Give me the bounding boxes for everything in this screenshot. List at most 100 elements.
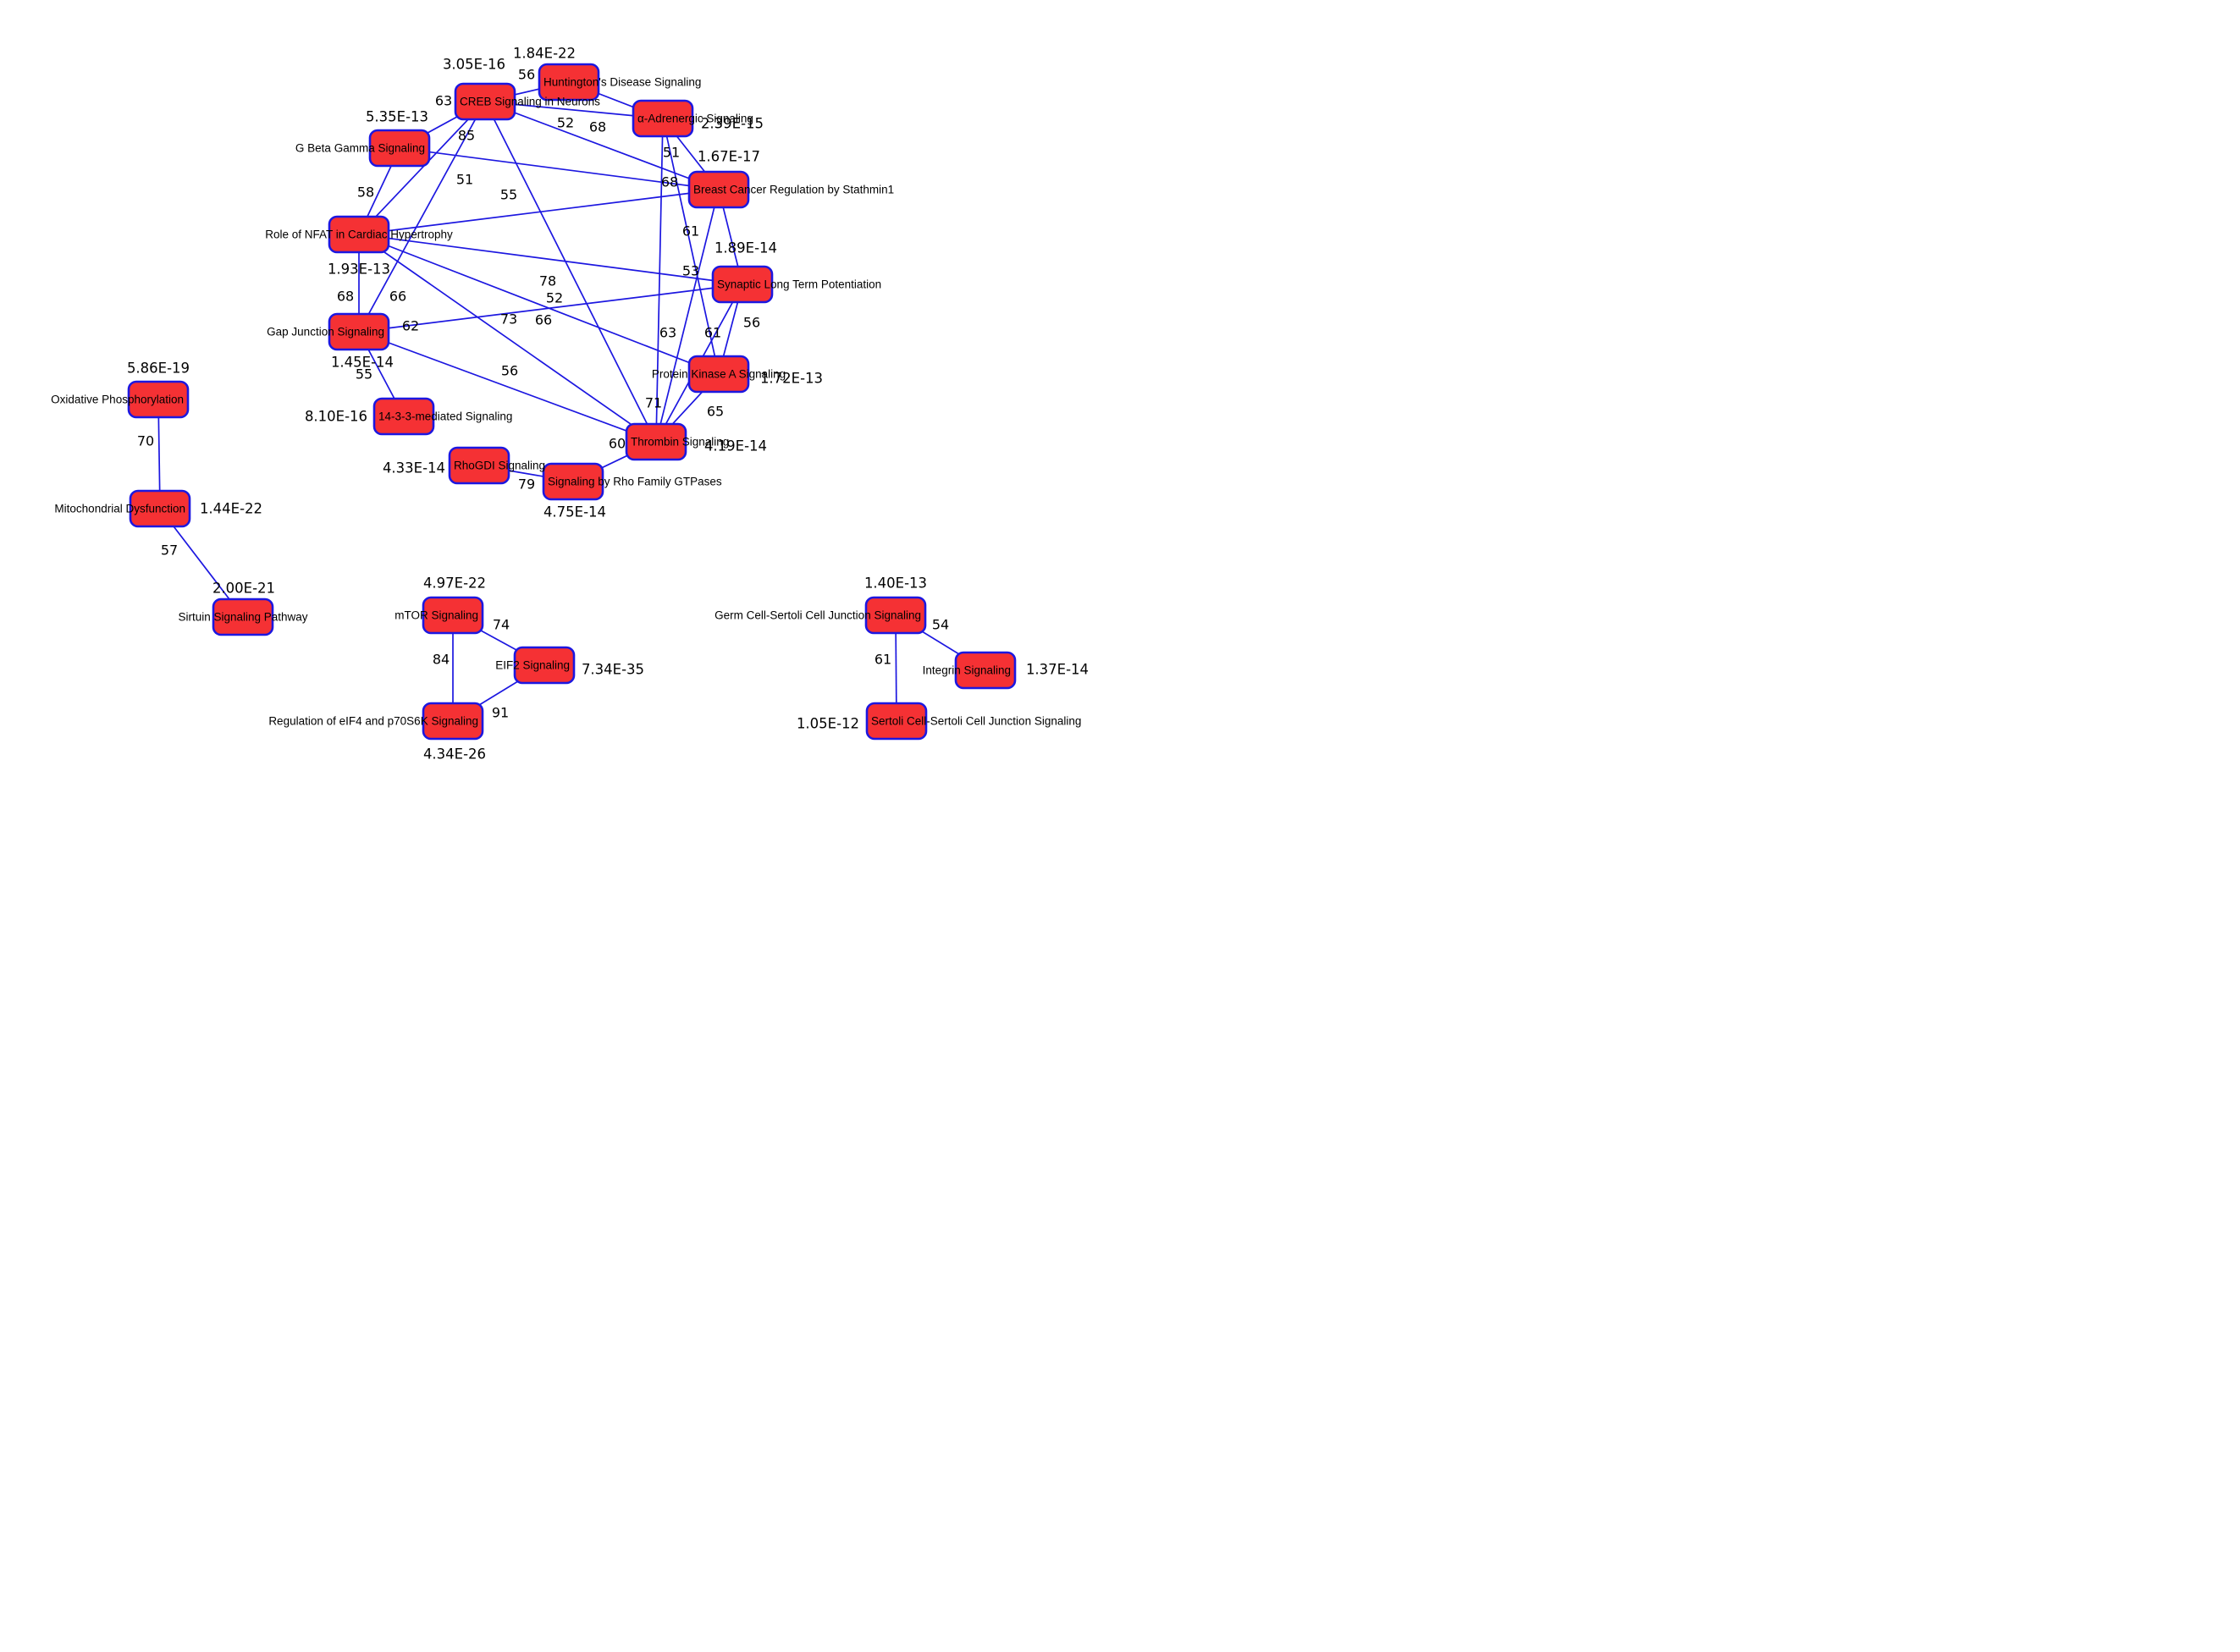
edge-weight-SLTP-THR: 61 — [704, 325, 721, 341]
node-HD[interactable] — [538, 63, 600, 102]
node-THR[interactable] — [625, 422, 687, 461]
edge-NFAT-SLTP[interactable] — [358, 234, 743, 285]
node-label-ADR: α-Adrenergic Signaling — [637, 113, 753, 125]
node-box-MTOR[interactable] — [422, 596, 484, 635]
node-box-REG[interactable] — [422, 702, 484, 741]
edge-CREB-THR[interactable] — [484, 101, 657, 443]
node-OXP[interactable] — [127, 380, 190, 419]
node-box-BC[interactable] — [687, 170, 750, 209]
node-label-EIF2: EIF2 Signaling — [495, 659, 570, 672]
node-pvalue-RGDI: 4.33E-14 — [383, 460, 445, 476]
label-layer: 56 63 52 68 51 68 51 85 58 55 68 66 53 61 56 52 66 73 78 62… — [51, 46, 1089, 763]
node-box-SLTP[interactable] — [711, 265, 774, 304]
node-RGDI[interactable] — [448, 446, 510, 485]
node-box-SERT[interactable] — [865, 702, 928, 741]
node-pvalue-SLTP: 1.89E-14 — [714, 240, 777, 256]
node-pvalue-SERT: 1.05E-12 — [797, 716, 859, 732]
node-pvalue-MTOR: 4.97E-22 — [423, 575, 486, 592]
node-pvalue-GJ: 1.45E-14 — [331, 355, 394, 371]
node-GERM[interactable] — [864, 596, 927, 635]
node-box-MITO[interactable] — [129, 489, 191, 528]
node-GJ[interactable] — [328, 312, 390, 351]
edge-weight-RGDI-RHOF: 79 — [518, 476, 535, 493]
node-pvalue-GBG: 5.35E-13 — [366, 109, 428, 125]
edge-BC-THR[interactable] — [655, 189, 720, 443]
node-box-SIRT[interactable] — [212, 597, 274, 636]
node-label-NFAT: Role of NFAT in Cardiac Hypertrophy — [265, 229, 453, 241]
node-NFAT[interactable] — [328, 215, 390, 254]
node-INT[interactable] — [954, 651, 1017, 690]
node-pvalue-PKA: 1.72E-13 — [760, 371, 823, 387]
edge-weight-OXP-MITO: 70 — [137, 433, 154, 449]
edge-weight-BC-THR: 71 — [645, 395, 662, 411]
edge-weight-NFAT-THR: 73 — [500, 311, 517, 328]
edge-GJ-SLTP[interactable] — [358, 284, 743, 333]
node-ADR[interactable] — [632, 99, 694, 138]
node-RHOF[interactable] — [542, 462, 604, 501]
node-box-OXP[interactable] — [127, 380, 190, 419]
node-box-EIF2[interactable] — [513, 646, 576, 685]
edge-CREB-GJ[interactable] — [358, 101, 486, 333]
node-pvalue-NFAT: 1.93E-13 — [328, 262, 390, 278]
edge-ADR-THR[interactable] — [655, 118, 664, 443]
node-box-GBG[interactable] — [368, 129, 431, 168]
node-label-BC: Breast Cancer Regulation by Stathmin1 — [693, 184, 894, 196]
node-box-HD[interactable] — [538, 63, 600, 102]
node-box-GERM[interactable] — [864, 596, 927, 635]
edge-NFAT-THR[interactable] — [358, 234, 657, 443]
edge-weight-MTOR-REG: 84 — [433, 652, 450, 668]
node-box-INT[interactable] — [954, 651, 1017, 690]
edge-ADR-PKA[interactable] — [662, 118, 720, 375]
node-label-REG: Regulation of eIF4 and p70S6K Signaling — [268, 715, 478, 728]
node-pvalue-THR: 4.19E-14 — [704, 438, 767, 454]
edge-NFAT-PKA[interactable] — [358, 234, 720, 375]
node-label-SERT: Sertoli Cell-Sertoli Cell Junction Signa… — [871, 715, 1081, 728]
edge-GBG-BC[interactable] — [399, 147, 720, 190]
edge-weight-MITO-SIRT: 57 — [161, 542, 178, 559]
edge-weight-ADR-BC: 51 — [663, 145, 680, 161]
edge-NFAT-BC[interactable] — [358, 189, 720, 235]
edge-CREB-NFAT[interactable] — [358, 101, 486, 235]
node-box-RHOF[interactable] — [542, 462, 604, 501]
edge-GJ-THR[interactable] — [358, 331, 657, 443]
edge-weight-NFAT-PKA: 66 — [535, 312, 552, 328]
node-box-PKA[interactable] — [687, 355, 750, 394]
node-pvalue-REG: 4.34E-26 — [423, 746, 486, 763]
node-pvalue-CREB: 3.05E-16 — [443, 57, 505, 73]
node-MTOR[interactable] — [422, 596, 484, 635]
node-EIF2[interactable] — [513, 646, 576, 685]
node-box-THR[interactable] — [625, 422, 687, 461]
edge-weight-NFAT-BC: 55 — [500, 187, 517, 203]
node-GBG[interactable] — [368, 129, 431, 168]
edge-CREB-BC[interactable] — [484, 101, 720, 190]
node-layer — [127, 63, 1017, 741]
node-box-CREB[interactable] — [454, 82, 516, 121]
edge-weight-EIF2-REG: 91 — [492, 705, 509, 721]
node-CREB[interactable] — [454, 82, 516, 121]
edge-weight-CREB-ADR: 52 — [557, 115, 574, 131]
node-TTT[interactable] — [372, 397, 435, 436]
node-label-SLTP: Synaptic Long Term Potentiation — [717, 278, 881, 291]
node-box-NFAT[interactable] — [328, 215, 390, 254]
node-box-ADR[interactable] — [632, 99, 694, 138]
node-SLTP[interactable] — [711, 265, 774, 304]
edge-weight-CREB-GBG: 63 — [435, 93, 452, 109]
node-REG[interactable] — [422, 702, 484, 741]
node-SIRT[interactable] — [212, 597, 274, 636]
node-box-RGDI[interactable] — [448, 446, 510, 485]
network-svg: 56 63 52 68 51 68 51 85 58 55 68 66 53 61 56 52 66 73 78 62… — [0, 0, 1120, 826]
node-box-TTT[interactable] — [372, 397, 435, 436]
node-box-GJ[interactable] — [328, 312, 390, 351]
node-pvalue-HD: 1.84E-22 — [513, 46, 576, 62]
edge-weight-PKA-THR: 65 — [707, 404, 724, 420]
node-BC[interactable] — [687, 170, 750, 209]
node-pvalue-SIRT: 2.00E-21 — [212, 581, 275, 597]
node-SERT[interactable] — [865, 702, 928, 741]
node-label-INT: Integrin Signaling — [923, 664, 1011, 677]
edge-weight-GJ-SLTP: 62 — [402, 318, 419, 334]
node-MITO[interactable] — [129, 489, 191, 528]
node-label-MTOR: mTOR Signaling — [394, 609, 478, 622]
node-PKA[interactable] — [687, 355, 750, 394]
node-label-RHOF: Signaling by Rho Family GTPases — [548, 476, 722, 488]
node-label-TTT: 14-3-3-mediated Signaling — [378, 410, 512, 423]
